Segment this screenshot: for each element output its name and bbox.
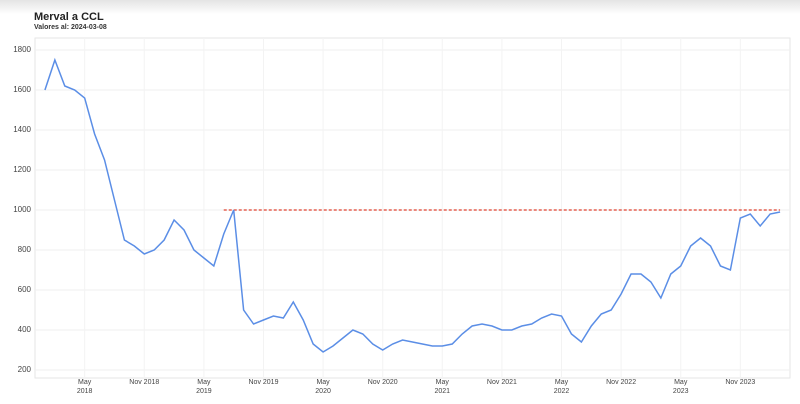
- x-tick-label: May 2021: [434, 379, 451, 395]
- x-tick-label: May 2020: [315, 379, 331, 395]
- x-tick-label: Nov 2021: [486, 379, 517, 386]
- y-tick-label: 1000: [13, 205, 31, 214]
- x-tick-label: Nov 2022: [606, 379, 637, 386]
- x-tick-label: Nov 2019: [248, 379, 279, 386]
- y-tick-label: 1600: [13, 85, 31, 94]
- chart-subtitle: Valores al: 2024-03-08: [34, 24, 107, 31]
- y-tick-label: 400: [18, 325, 32, 334]
- x-tick-label: Nov 2018: [129, 379, 160, 386]
- x-tick-label: May 2018: [76, 379, 93, 395]
- y-tick-label: 600: [18, 285, 32, 294]
- y-tick-label: 1200: [13, 165, 31, 174]
- y-tick-label: 200: [18, 365, 32, 374]
- x-tick-label: Nov 2020: [367, 379, 398, 386]
- data-line: [44, 57, 781, 353]
- x-tick-label: May 2019: [196, 379, 212, 395]
- y-tick-label: 800: [18, 245, 32, 254]
- y-tick-label: 1800: [13, 45, 31, 54]
- x-tick-label: Nov 2023: [725, 379, 756, 386]
- x-tick-label: May 2022: [553, 379, 570, 395]
- plot-area: [34, 37, 791, 379]
- chart-title: Merval a CCL: [34, 11, 104, 23]
- x-tick-label: May 2023: [672, 379, 689, 395]
- y-tick-label: 1400: [13, 125, 31, 134]
